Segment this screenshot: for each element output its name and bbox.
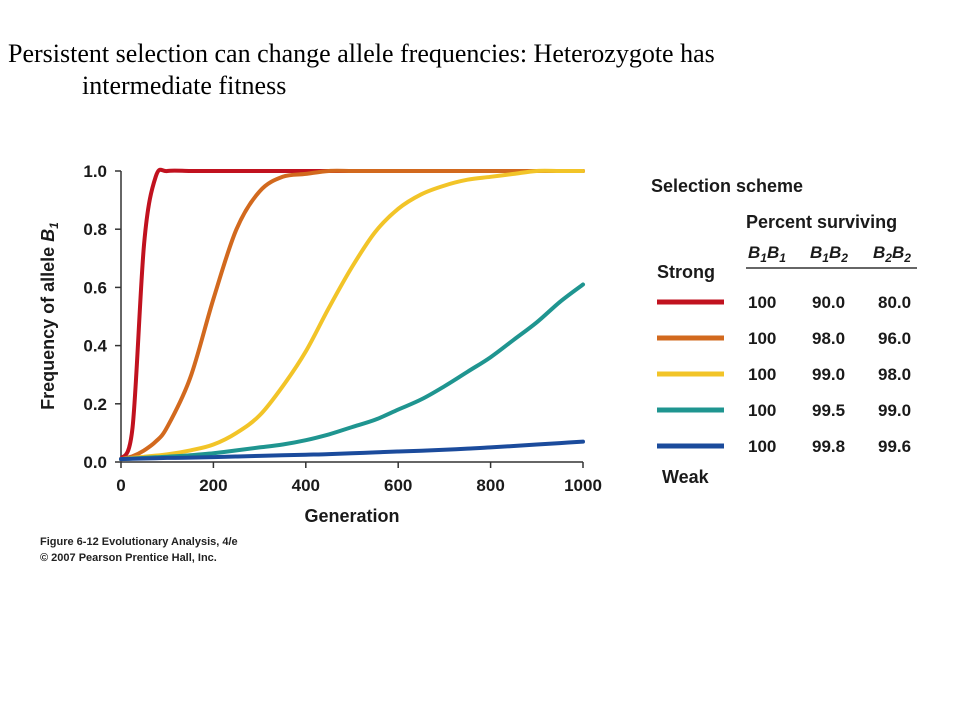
- series-line-3: [119, 168, 585, 462]
- x-tick-label: 1000: [564, 476, 602, 495]
- legend-value: 100: [748, 293, 776, 312]
- legend-value: 98.0: [878, 365, 911, 384]
- legend-value: 99.0: [812, 365, 845, 384]
- legend-value: 100: [748, 437, 776, 456]
- legend-value: 99.8: [812, 437, 845, 456]
- legend-value: 100: [748, 365, 776, 384]
- x-tick-label: 800: [476, 476, 504, 495]
- legend-value: 99.6: [878, 437, 911, 456]
- genotype-header-2: B1B2: [810, 243, 848, 265]
- y-tick-label: 0.8: [83, 220, 107, 239]
- series-line-1: [119, 167, 585, 462]
- legend-value: 99.5: [812, 401, 845, 420]
- legend-value: 96.0: [878, 329, 911, 348]
- legend-value: 80.0: [878, 293, 911, 312]
- slide-title-line-1: Persistent selection can change allele f…: [8, 39, 715, 68]
- x-tick-label: 200: [199, 476, 227, 495]
- legend-value: 98.0: [812, 329, 845, 348]
- series-line-5: [119, 439, 585, 462]
- legend-strong-label: Strong: [657, 262, 715, 282]
- legend-value: 100: [748, 401, 776, 420]
- y-tick-label: 1.0: [83, 162, 107, 181]
- figure-credit-line-2: © 2007 Pearson Prentice Hall, Inc.: [40, 552, 217, 564]
- y-tick-label: 0.2: [83, 395, 107, 414]
- x-tick-label: 400: [292, 476, 320, 495]
- x-axis-title: Generation: [304, 506, 399, 526]
- legend-subtitle: Percent surviving: [746, 212, 897, 232]
- y-axis-title: Frequency of allele B1: [38, 222, 61, 410]
- figure-credit-line-1: Figure 6-12 Evolutionary Analysis, 4/e: [40, 536, 238, 548]
- y-tick-label: 0.4: [83, 337, 107, 356]
- legend-value: 99.0: [878, 401, 911, 420]
- legend-value: 100: [748, 329, 776, 348]
- y-tick-label: 0.6: [83, 278, 107, 297]
- legend-weak-label: Weak: [662, 467, 710, 487]
- x-tick-label: 0: [116, 476, 125, 495]
- legend-title: Selection scheme: [651, 176, 803, 196]
- y-tick-label: 0.0: [83, 453, 107, 472]
- genotype-header-3: B2B2: [873, 243, 911, 265]
- series-line-2: [119, 168, 585, 462]
- slide-title-line-2: intermediate fitness: [82, 71, 287, 100]
- legend-value: 90.0: [812, 293, 845, 312]
- slide-title: Persistent selection can change allele f…: [8, 38, 938, 102]
- x-tick-label: 600: [384, 476, 412, 495]
- genotype-header-1: B1B1: [748, 243, 786, 265]
